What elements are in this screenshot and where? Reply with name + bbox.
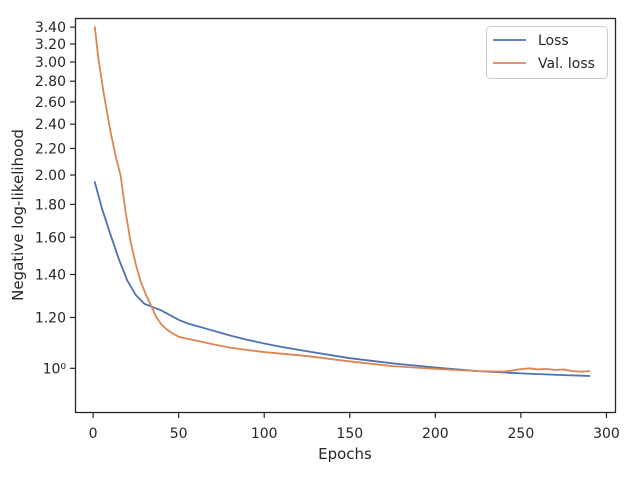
y-tick-label: 1.80 — [35, 197, 66, 213]
plot-frame — [74, 17, 617, 414]
x-tick-label: 150 — [336, 426, 363, 442]
y-tick-label: 1.40 — [35, 267, 66, 283]
series-line-0 — [93, 181, 591, 377]
x-axis: 0 50 100 150 200 250 300 — [89, 412, 620, 442]
x-tick-label: 100 — [251, 426, 278, 442]
y-tick-label: 3.20 — [35, 37, 66, 53]
y-tick-label: 1.20 — [35, 310, 66, 326]
y-tick-label: 1.60 — [35, 230, 66, 246]
series-line-1 — [93, 26, 591, 373]
x-tick-label: 200 — [422, 426, 449, 442]
y-tick-label: 3.00 — [35, 55, 66, 71]
y-tick-label: 3.40 — [35, 20, 66, 36]
x-tick-label: 300 — [593, 426, 620, 442]
y-tick-label: 2.20 — [35, 141, 66, 157]
legend-label: Val. loss — [538, 56, 595, 72]
y-tick-label: 2.40 — [35, 117, 66, 133]
y-axis-label: Negative log-likelihood — [9, 129, 27, 301]
y-tick-label: 10⁰ — [43, 361, 67, 377]
x-tick-label: 50 — [170, 426, 188, 442]
x-tick-label: 250 — [508, 426, 535, 442]
y-tick-label: 2.00 — [35, 168, 66, 184]
y-axis: 10⁰ 1.20 1.40 1.60 1.80 2.00 2.20 2.40 2.60 2.80 3… — [35, 20, 76, 377]
legend: Loss Val. loss — [486, 26, 608, 79]
x-axis-label: Epochs — [318, 445, 372, 463]
y-tick-label: 2.80 — [35, 74, 66, 90]
y-tick-label: 2.60 — [35, 95, 66, 111]
series-layer — [93, 26, 591, 377]
legend-label: Loss — [538, 33, 569, 49]
x-tick-label: 0 — [89, 426, 98, 442]
